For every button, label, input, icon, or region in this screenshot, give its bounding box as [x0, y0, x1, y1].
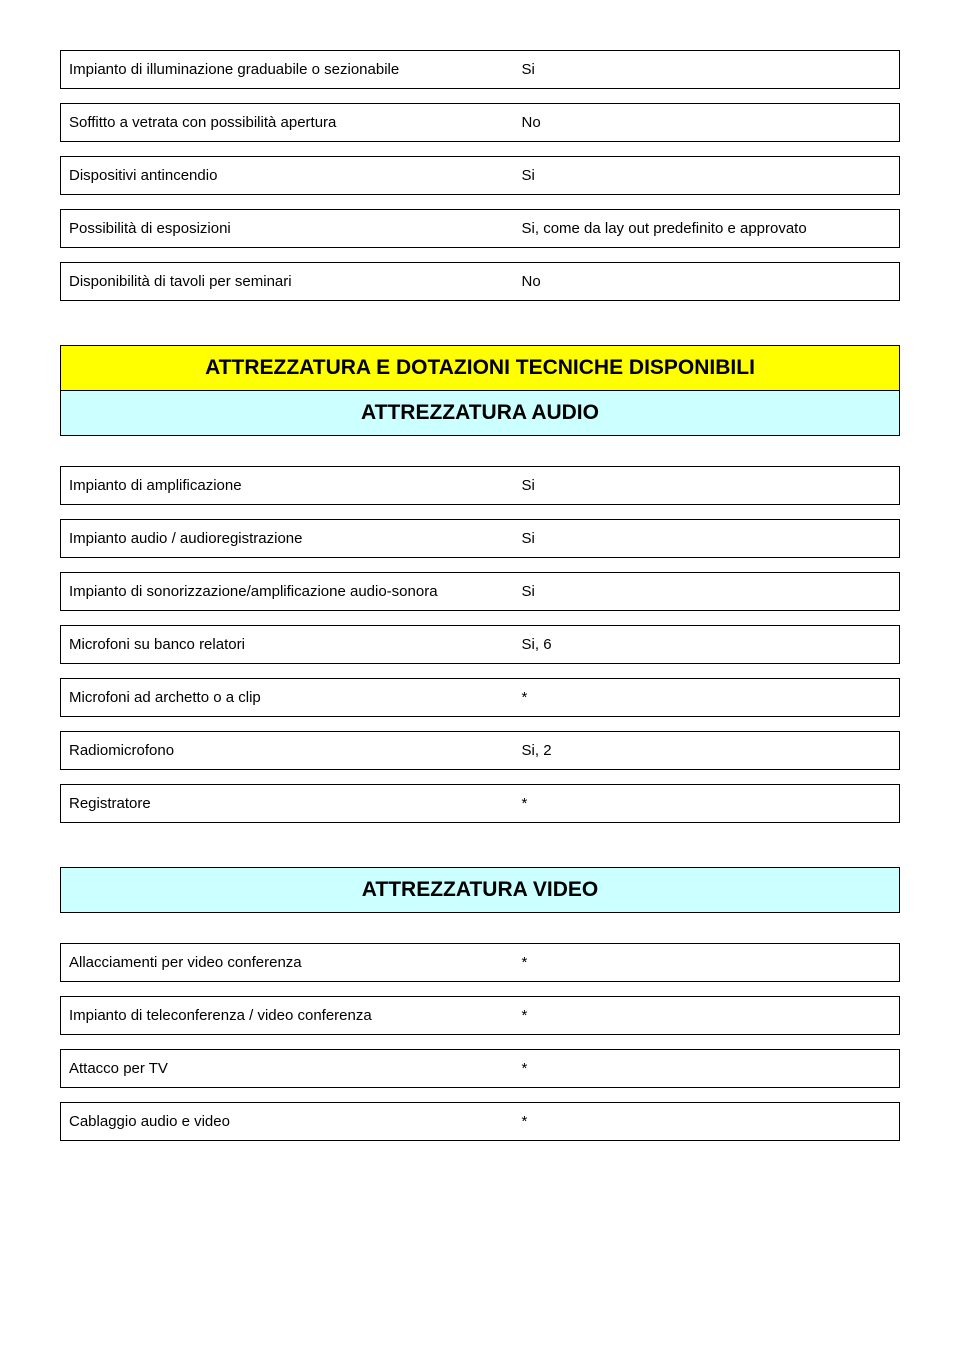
row-value: Si [514, 157, 899, 194]
table-row: Impianto di illuminazione graduabile o s… [60, 50, 900, 89]
row-label: Impianto audio / audioregistrazione [61, 520, 514, 557]
row-label: Soffitto a vetrata con possibilità apert… [61, 104, 514, 141]
table-row: Cablaggio audio e video * [60, 1102, 900, 1141]
row-value: Si [514, 51, 899, 88]
row-value: * [514, 1103, 899, 1140]
row-label: Allacciamenti per video conferenza [61, 944, 514, 981]
row-label: Impianto di amplificazione [61, 467, 514, 504]
row-label: Microfoni su banco relatori [61, 626, 514, 663]
table-row: Microfoni su banco relatori Si, 6 [60, 625, 900, 664]
section-header-video: ATTREZZATURA VIDEO [60, 867, 900, 913]
table-row: Allacciamenti per video conferenza * [60, 943, 900, 982]
row-value: * [514, 785, 899, 822]
row-label: Dispositivi antincendio [61, 157, 514, 194]
table-row: Registratore * [60, 784, 900, 823]
table-row: Possibilità di esposizioni Si, come da l… [60, 209, 900, 248]
row-value: Si [514, 467, 899, 504]
table-row: Soffitto a vetrata con possibilità apert… [60, 103, 900, 142]
row-label: Disponibilità di tavoli per seminari [61, 263, 514, 300]
row-label: Impianto di teleconferenza / video confe… [61, 997, 514, 1034]
row-value: No [514, 263, 899, 300]
row-label: Impianto di sonorizzazione/amplificazion… [61, 573, 514, 610]
table-row: Impianto di teleconferenza / video confe… [60, 996, 900, 1035]
row-value: Si, come da lay out predefinito e approv… [514, 210, 899, 247]
row-value: Si, 6 [514, 626, 899, 663]
section-header-sub: ATTREZZATURA AUDIO [60, 391, 900, 436]
row-value: * [514, 679, 899, 716]
row-label: Cablaggio audio e video [61, 1103, 514, 1140]
table-row: Impianto audio / audioregistrazione Si [60, 519, 900, 558]
table-row: Dispositivi antincendio Si [60, 156, 900, 195]
table-row: Attacco per TV * [60, 1049, 900, 1088]
table-row: Impianto di amplificazione Si [60, 466, 900, 505]
table-row: Radiomicrofono Si, 2 [60, 731, 900, 770]
table-row: Impianto di sonorizzazione/amplificazion… [60, 572, 900, 611]
row-value: Si, 2 [514, 732, 899, 769]
row-value: Si [514, 573, 899, 610]
row-label: Possibilità di esposizioni [61, 210, 514, 247]
section-header-group: ATTREZZATURA E DOTAZIONI TECNICHE DISPON… [60, 345, 900, 436]
row-value: * [514, 997, 899, 1034]
row-value: * [514, 944, 899, 981]
row-label: Registratore [61, 785, 514, 822]
row-label: Impianto di illuminazione graduabile o s… [61, 51, 514, 88]
row-label: Radiomicrofono [61, 732, 514, 769]
row-value: * [514, 1050, 899, 1087]
row-value: No [514, 104, 899, 141]
row-value: Si [514, 520, 899, 557]
table-row: Microfoni ad archetto o a clip * [60, 678, 900, 717]
row-label: Attacco per TV [61, 1050, 514, 1087]
table-row: Disponibilità di tavoli per seminari No [60, 262, 900, 301]
section-header-main: ATTREZZATURA E DOTAZIONI TECNICHE DISPON… [60, 345, 900, 391]
row-label: Microfoni ad archetto o a clip [61, 679, 514, 716]
